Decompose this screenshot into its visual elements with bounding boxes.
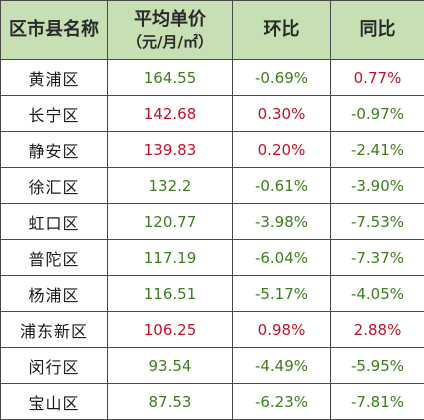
price-cell: 142.68 bbox=[108, 96, 233, 132]
table-row: 徐汇区 132.2 -0.61% -3.90% bbox=[1, 168, 424, 204]
district-cell: 浦东新区 bbox=[1, 312, 108, 348]
district-cell: 宝山区 bbox=[1, 384, 108, 420]
table-header-row: 区市县名称 平均单价 （元/月/㎡） 环比 同比 bbox=[1, 1, 424, 60]
district-cell: 虹口区 bbox=[1, 204, 108, 240]
yoy-cell: -7.53% bbox=[331, 204, 424, 240]
district-cell: 静安区 bbox=[1, 132, 108, 168]
district-cell: 徐汇区 bbox=[1, 168, 108, 204]
yoy-cell: -7.81% bbox=[331, 384, 424, 420]
header-price-label: 平均单价 bbox=[134, 9, 206, 30]
district-cell: 普陀区 bbox=[1, 240, 108, 276]
mom-cell: -5.17% bbox=[233, 276, 331, 312]
header-mom: 环比 bbox=[233, 1, 331, 60]
price-cell: 132.2 bbox=[108, 168, 233, 204]
price-cell: 120.77 bbox=[108, 204, 233, 240]
district-cell: 闵行区 bbox=[1, 348, 108, 384]
table-row: 黄浦区 164.55 -0.69% 0.77% bbox=[1, 60, 424, 96]
mom-cell: 0.30% bbox=[233, 96, 331, 132]
district-cell: 杨浦区 bbox=[1, 276, 108, 312]
district-cell: 黄浦区 bbox=[1, 60, 108, 96]
yoy-cell: -2.41% bbox=[331, 132, 424, 168]
mom-cell: -3.98% bbox=[233, 204, 331, 240]
yoy-cell: -0.97% bbox=[331, 96, 424, 132]
yoy-cell: -7.37% bbox=[331, 240, 424, 276]
price-cell: 139.83 bbox=[108, 132, 233, 168]
mom-cell: -6.04% bbox=[233, 240, 331, 276]
yoy-cell: -4.05% bbox=[331, 276, 424, 312]
header-price-unit: （元/月/㎡） bbox=[108, 33, 232, 51]
mom-cell: 0.98% bbox=[233, 312, 331, 348]
mom-cell: -0.69% bbox=[233, 60, 331, 96]
table-row: 杨浦区 116.51 -5.17% -4.05% bbox=[1, 276, 424, 312]
table-row: 宝山区 87.53 -6.23% -7.81% bbox=[1, 384, 424, 420]
table-body: 黄浦区 164.55 -0.69% 0.77% 长宁区 142.68 0.30%… bbox=[1, 60, 424, 420]
header-yoy: 同比 bbox=[331, 1, 424, 60]
yoy-cell: 2.88% bbox=[331, 312, 424, 348]
mom-cell: -0.61% bbox=[233, 168, 331, 204]
table-row: 静安区 139.83 0.20% -2.41% bbox=[1, 132, 424, 168]
price-cell: 117.19 bbox=[108, 240, 233, 276]
yoy-cell: -5.95% bbox=[331, 348, 424, 384]
yoy-cell: -3.90% bbox=[331, 168, 424, 204]
price-cell: 164.55 bbox=[108, 60, 233, 96]
district-cell: 长宁区 bbox=[1, 96, 108, 132]
yoy-cell: 0.77% bbox=[331, 60, 424, 96]
table-row: 闵行区 93.54 -4.49% -5.95% bbox=[1, 348, 424, 384]
mom-cell: -6.23% bbox=[233, 384, 331, 420]
mom-cell: 0.20% bbox=[233, 132, 331, 168]
price-cell: 106.25 bbox=[108, 312, 233, 348]
price-cell: 87.53 bbox=[108, 384, 233, 420]
price-cell: 93.54 bbox=[108, 348, 233, 384]
price-cell: 116.51 bbox=[108, 276, 233, 312]
table-row: 虹口区 120.77 -3.98% -7.53% bbox=[1, 204, 424, 240]
table-row: 普陀区 117.19 -6.04% -7.37% bbox=[1, 240, 424, 276]
table-row: 浦东新区 106.25 0.98% 2.88% bbox=[1, 312, 424, 348]
table-row: 长宁区 142.68 0.30% -0.97% bbox=[1, 96, 424, 132]
header-price: 平均单价 （元/月/㎡） bbox=[108, 1, 233, 60]
header-district: 区市县名称 bbox=[1, 1, 108, 60]
mom-cell: -4.49% bbox=[233, 348, 331, 384]
